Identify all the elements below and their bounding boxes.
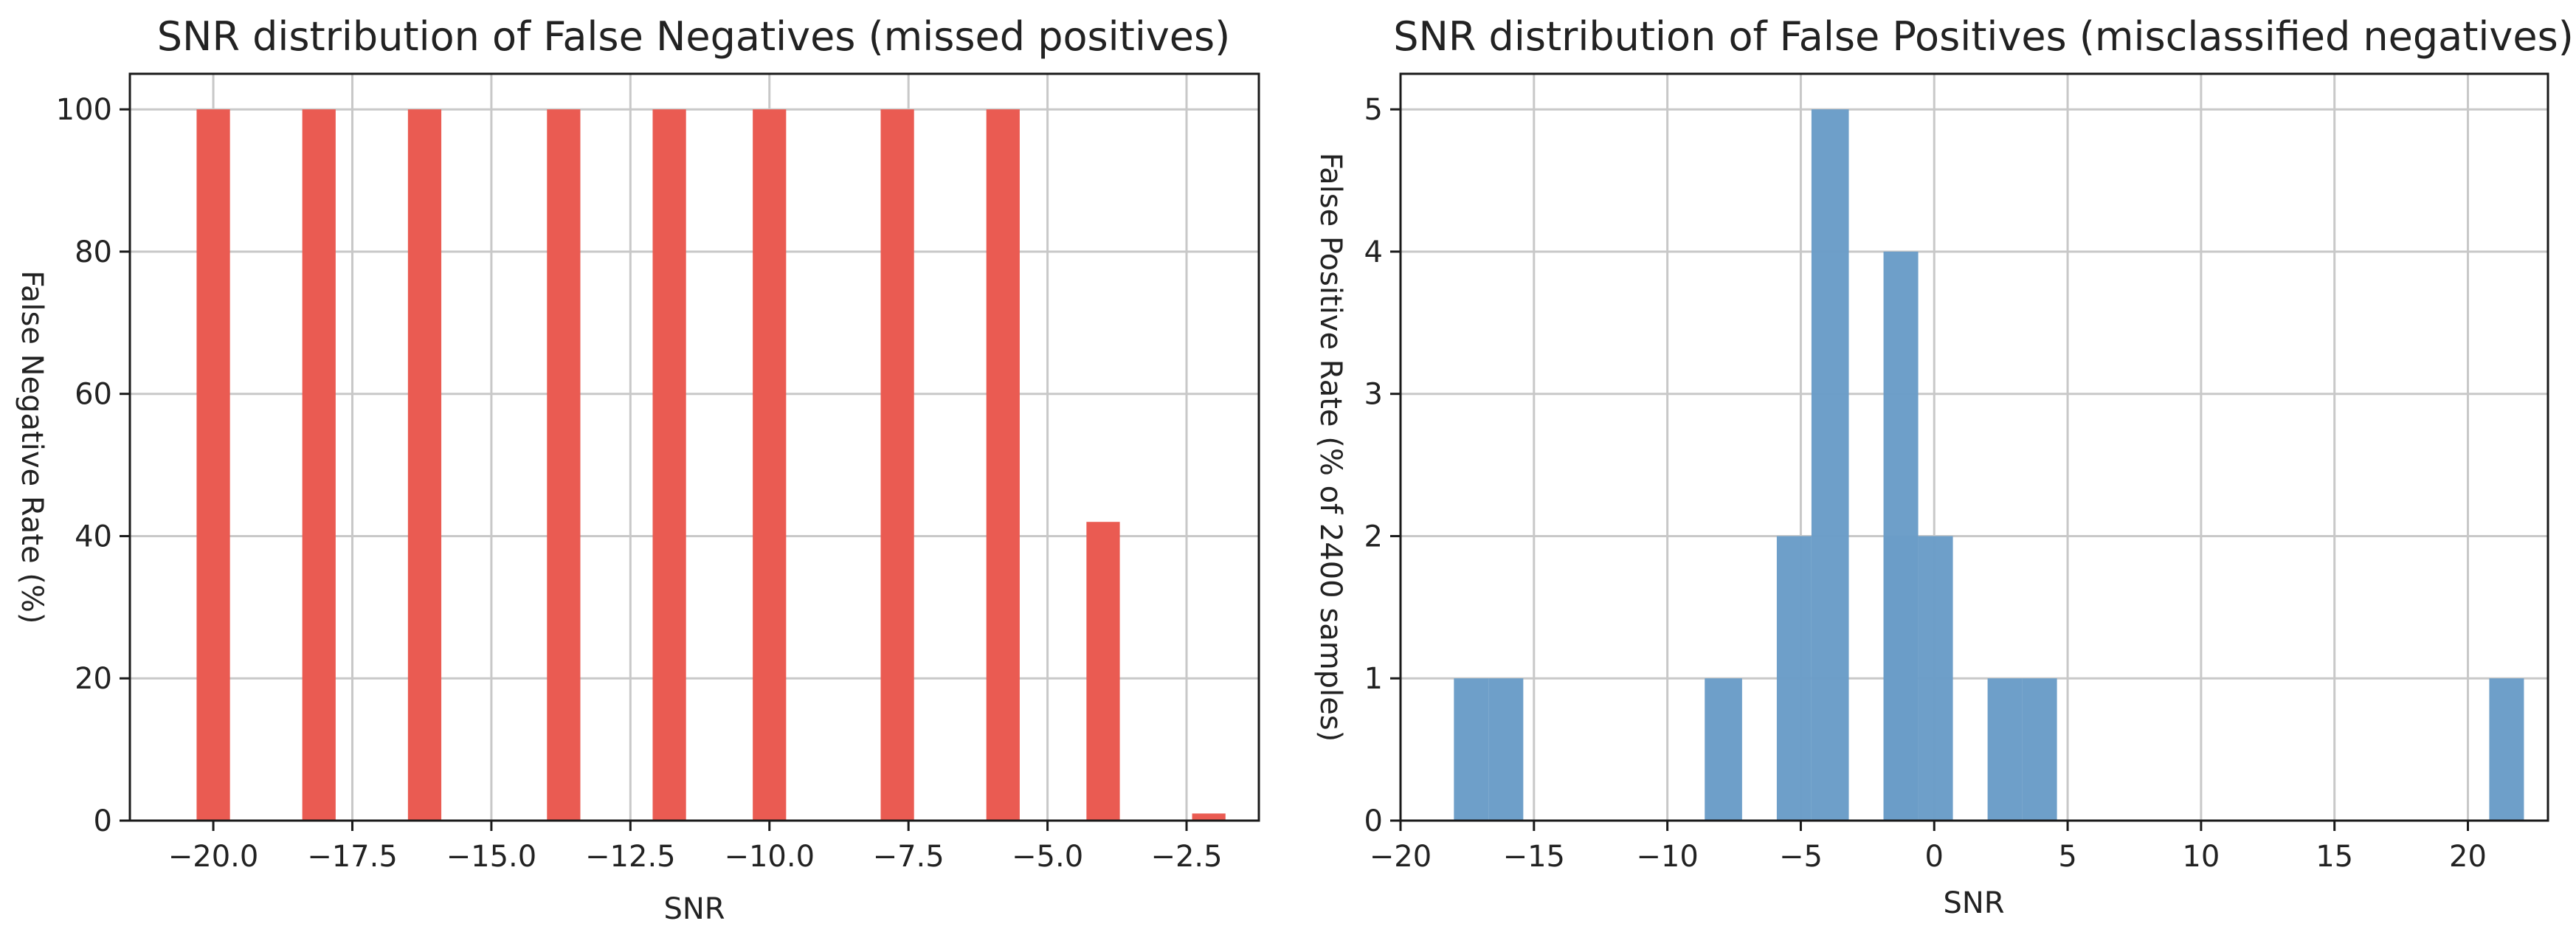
x-tick-label: −15 (1503, 840, 1565, 874)
y-tick-label: 4 (1364, 235, 1383, 269)
false-positives-chart: SNR distribution of False Positives (mis… (1313, 13, 2574, 920)
x-tick-label: −5 (1779, 840, 1823, 874)
y-tick-label: 20 (75, 662, 112, 696)
x-tick-label: −10 (1636, 840, 1698, 874)
histogram-bar (1488, 678, 1524, 821)
x-tick-label: 0 (1925, 840, 1944, 874)
x-tick-label: −15.0 (446, 840, 537, 874)
y-tick-label: 3 (1364, 378, 1383, 412)
y-tick-label: 100 (56, 93, 112, 127)
x-tick-label: 15 (2316, 840, 2353, 874)
x-tick-label: −20.0 (168, 840, 259, 874)
x-tick-label: −10.0 (724, 840, 815, 874)
x-tick-label: −2.5 (1150, 840, 1222, 874)
histogram-bar (2489, 678, 2524, 821)
y-tick-label: 1 (1364, 662, 1383, 696)
histogram-bar (1705, 678, 1742, 821)
bar (1192, 813, 1226, 821)
bar (196, 109, 230, 821)
bar (753, 109, 787, 821)
bar (302, 109, 336, 821)
false-negatives-chart: SNR distribution of False Negatives (mis… (15, 13, 1260, 926)
y-tick-label: 80 (75, 235, 112, 269)
bar (880, 109, 914, 821)
histogram-bar (1811, 109, 1849, 821)
histogram-bar (1883, 536, 1919, 821)
x-tick-label: −7.5 (873, 840, 945, 874)
bar (986, 109, 1020, 821)
y-tick-label: 2 (1364, 520, 1383, 553)
y-axis-label: False Positive Rate (% of 2400 samples) (1313, 153, 1347, 742)
bar (407, 109, 442, 821)
histogram-bar (1454, 678, 1489, 821)
histogram-bar (1918, 536, 1953, 821)
x-tick-label: −12.5 (585, 840, 676, 874)
y-tick-label: 40 (75, 520, 112, 553)
x-tick-label: −20 (1370, 840, 1432, 874)
histogram-bar (1987, 678, 2023, 821)
histogram-bar (2022, 678, 2057, 821)
plot-frame (128, 72, 1260, 822)
bar (547, 109, 581, 821)
x-tick-label: 10 (2182, 840, 2220, 874)
y-tick-label: 0 (94, 804, 112, 838)
x-axis-label: SNR (663, 892, 725, 926)
y-tick-label: 0 (1364, 804, 1383, 838)
x-axis-label: SNR (1943, 886, 2004, 920)
x-tick-label: −17.5 (307, 840, 398, 874)
y-axis-label: False Negative Rate (%) (15, 270, 49, 624)
bar (1086, 522, 1120, 821)
y-tick-label: 5 (1364, 93, 1383, 127)
x-tick-label: 20 (2449, 840, 2487, 874)
x-tick-label: 5 (2058, 840, 2076, 874)
plot-frame (1399, 72, 2549, 822)
chart-title: SNR distribution of False Negatives (mis… (157, 13, 1230, 60)
chart-title: SNR distribution of False Positives (mis… (1393, 13, 2574, 60)
x-tick-label: −5.0 (1012, 840, 1083, 874)
y-tick-label: 60 (75, 378, 112, 412)
histogram-bar (1776, 536, 1812, 821)
bar (652, 109, 686, 821)
